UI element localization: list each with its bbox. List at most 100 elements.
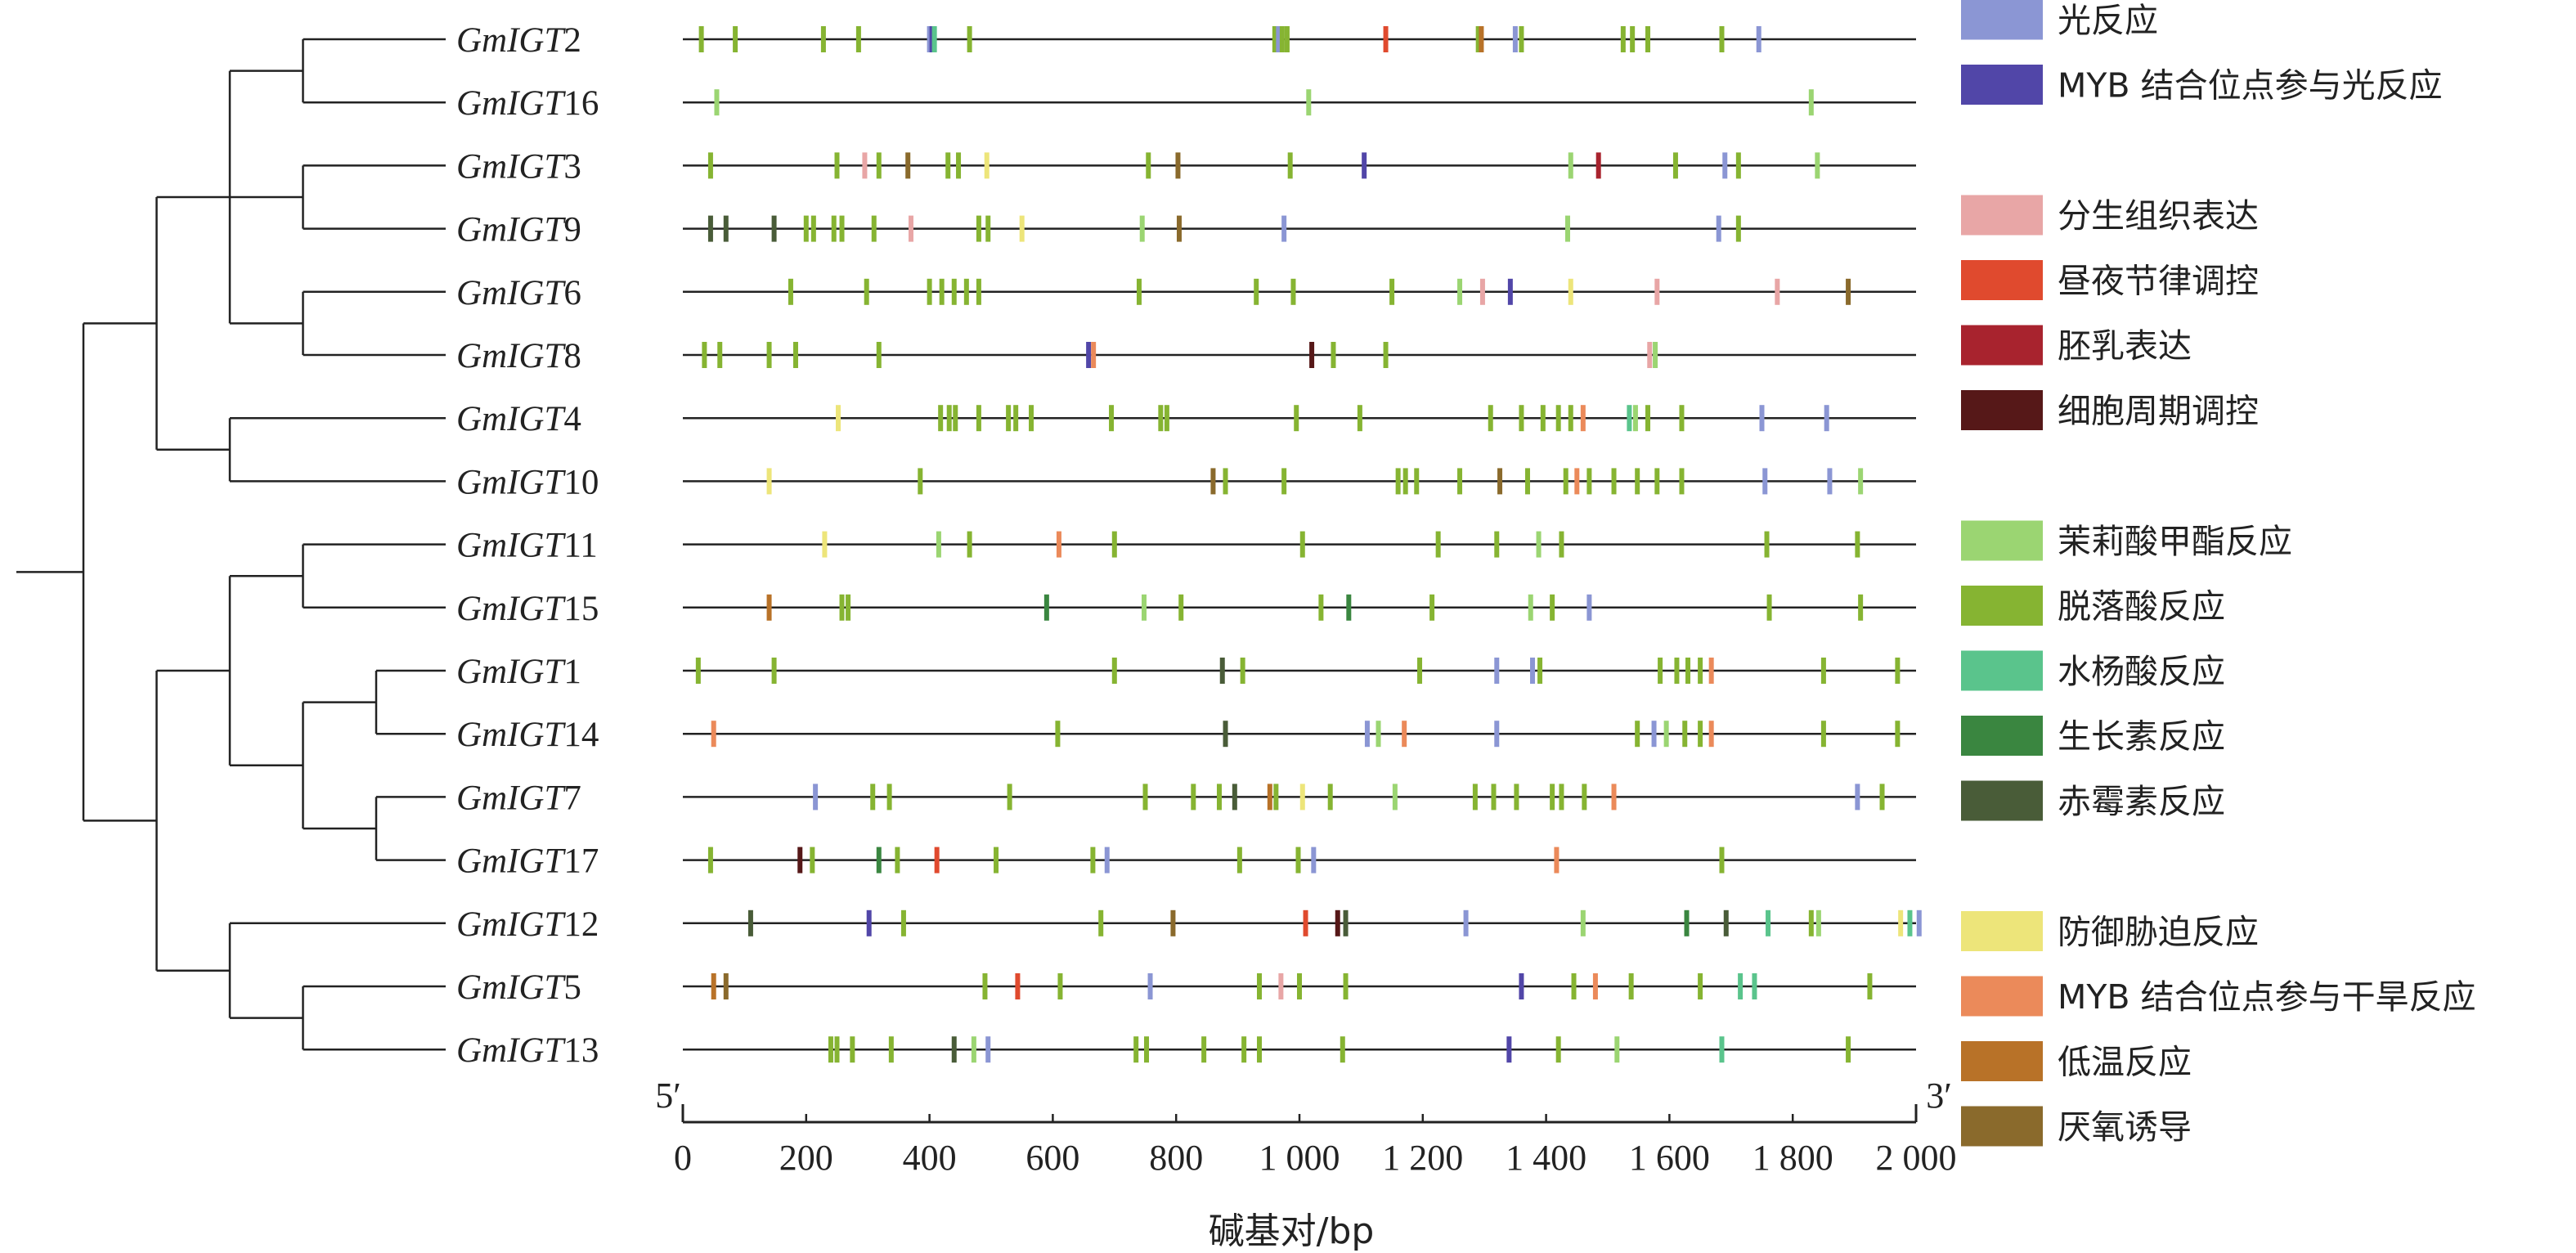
legend-label: 分生组织表达: [2058, 196, 2259, 236]
legend-item: 细胞周期调控: [1961, 390, 2259, 431]
gene-label-prefix: GmIGT: [456, 337, 566, 375]
gene-label-prefix: GmIGT: [456, 211, 566, 249]
cis-element-mark-aba: [1654, 468, 1660, 495]
cis-element-mark-aba: [1494, 531, 1500, 558]
cis-element-mark-defense: [1019, 215, 1025, 242]
cis-element-mark-aba: [876, 152, 882, 179]
cis-element-mark-light: [813, 784, 819, 811]
cis-element-mark-aba: [976, 278, 981, 305]
cis-element-mark-aba: [1698, 973, 1703, 999]
gene-label-prefix: GmIGT: [456, 905, 566, 944]
cis-element-mark-anaerobic: [905, 152, 911, 179]
legend-swatch: [1961, 650, 2043, 691]
gene-label-number: 11: [563, 527, 597, 565]
cis-element-mark-aba: [963, 278, 969, 305]
cis-element-mark-aba: [1340, 1036, 1345, 1063]
cis-element-mark-aba: [1858, 594, 1864, 621]
gene-row: GmIGT3: [456, 147, 1916, 186]
cis-element-mark-auxin: [876, 847, 882, 874]
gene-label: GmIGT13: [456, 1031, 599, 1070]
cis-element-mark-aba: [766, 342, 772, 368]
cis-element-mark-aba: [834, 152, 840, 179]
legend-swatch: [1961, 716, 2043, 756]
legend-label: MYB 结合位点参与光反应: [2058, 66, 2443, 106]
gene-label-number: 14: [563, 716, 599, 754]
cis-element-mark-cellCycle: [1309, 342, 1315, 368]
cis-element-mark-aba: [1635, 468, 1640, 495]
cis-element-mark-mybDrought: [711, 721, 716, 748]
gene-label: GmIGT15: [456, 590, 599, 628]
gene-row: GmIGT10: [456, 463, 1916, 501]
legend-swatch: [1961, 260, 2043, 300]
gene-label-prefix: GmIGT: [456, 842, 566, 881]
cis-element-mark-aba: [1318, 594, 1324, 621]
cis-element-mark-mybLight: [1506, 1036, 1512, 1063]
cis-element-mark-aba: [1389, 278, 1395, 305]
cis-element-mark-aba: [951, 278, 957, 305]
gene-row: GmIGT8: [456, 337, 1916, 375]
cis-element-mark-aba: [1236, 847, 1242, 874]
cis-element-mark-meja: [1392, 784, 1398, 811]
cis-element-mark-aba: [967, 531, 972, 558]
cis-element-mark-defense: [766, 468, 772, 495]
cis-element-mark-ga: [771, 215, 777, 242]
cis-element-mark-meja: [1536, 531, 1542, 558]
cis-element-mark-meja: [1808, 89, 1814, 116]
cis-element-mark-light: [1311, 847, 1317, 874]
legend-swatch: [1961, 1106, 2043, 1147]
cis-element-mark-meristem: [1775, 278, 1780, 305]
gene-row: GmIGT16: [456, 84, 1916, 123]
cis-element-mark-light: [1716, 215, 1721, 242]
gene-label: GmIGT6: [456, 274, 581, 312]
cis-element-mark-aba: [1435, 531, 1441, 558]
cis-element-mark-aba: [1146, 152, 1151, 179]
cis-element-mark-aba: [1429, 594, 1435, 621]
cis-element-mark-aba: [702, 342, 707, 368]
cis-element-mark-mybLight: [866, 909, 872, 936]
cis-element-mark-aba: [792, 342, 798, 368]
x-axis-title: 碱基对/bp: [1209, 1210, 1375, 1252]
cis-element-mark-aba: [733, 26, 738, 52]
cis-element-mark-meja: [1141, 594, 1147, 621]
gene-label-number: 1: [563, 653, 581, 691]
cis-element-mark-light: [1722, 152, 1728, 179]
cis-element-mark-aba: [1029, 405, 1034, 432]
legend-item: 光反应: [1961, 0, 2158, 40]
cis-element-mark-aba: [1331, 342, 1336, 368]
cis-element-mark-ga: [1723, 909, 1729, 936]
cis-element-mark-circadian: [1303, 909, 1308, 936]
gene-label: GmIGT4: [456, 400, 581, 438]
cis-element-mark-aba: [1568, 405, 1573, 432]
cis-element-mark-aba: [1514, 784, 1519, 811]
gene-label: GmIGT16: [456, 84, 599, 123]
cis-element-mark-meja: [1306, 89, 1312, 116]
cis-element-mark-defense: [1299, 784, 1305, 811]
cis-element-mark-aba: [1178, 594, 1184, 621]
cis-element-mark-aba: [1295, 847, 1301, 874]
gene-label-number: 6: [563, 274, 581, 312]
cis-element-mark-aba: [1895, 658, 1901, 684]
legend-item: 胚乳表达: [1961, 325, 2192, 366]
gene-label-prefix: GmIGT: [456, 527, 566, 565]
gene-label-number: 10: [563, 463, 599, 501]
cis-element-mark-defense: [984, 152, 990, 179]
gene-label-prefix: GmIGT: [456, 274, 566, 312]
cis-element-mark-meja: [1663, 721, 1669, 748]
cis-element-mark-aba: [855, 26, 861, 52]
gene-label: GmIGT3: [456, 147, 581, 186]
cis-element-mark-mybLight: [1086, 342, 1092, 368]
cis-element-mark-light: [985, 1036, 991, 1063]
gene-label-number: 4: [563, 400, 581, 438]
legend-label: 防御胁迫反应: [2058, 913, 2259, 952]
legend-label: 胚乳表达: [2058, 326, 2192, 366]
legend: 光反应 MYB 结合位点参与光反应分生组织表达昼夜节律调控胚乳表达细胞周期调控茉莉…: [1961, 0, 2476, 1147]
cis-element-mark-aba: [946, 405, 952, 432]
gene-row: GmIGT2: [456, 21, 1916, 60]
cis-element-mark-light: [1827, 468, 1833, 495]
cis-element-mark-cellCycle: [797, 847, 803, 874]
cis-element-mark-aba: [1540, 405, 1546, 432]
cis-element-mark-ga: [1223, 721, 1228, 748]
cis-element-mark-aba: [834, 1036, 840, 1063]
gene-row: GmIGT1: [456, 653, 1916, 691]
cis-element-mark-mybLight: [1519, 973, 1524, 999]
